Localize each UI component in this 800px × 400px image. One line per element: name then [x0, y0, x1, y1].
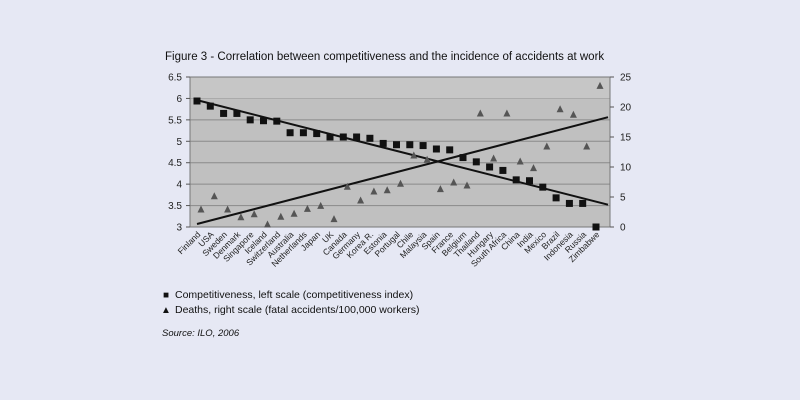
- competitiveness-point: [260, 117, 267, 125]
- competitiveness-point: [472, 158, 480, 166]
- competitiveness-point: [299, 129, 307, 137]
- deaths-point: [277, 212, 285, 220]
- left-axis: 3 3.5 4 4.5 5 5.5 6 6.5: [168, 73, 190, 234]
- right-axis: 0 5 10 15 20 25: [610, 73, 632, 234]
- competitiveness-point: [499, 166, 507, 174]
- left-tick-label: 6.5: [168, 73, 182, 84]
- left-tick-label: 5: [176, 137, 182, 148]
- deaths-point: [290, 209, 298, 217]
- legend-item-deaths: ▲ Deaths, right scale (fatal accidents/10…: [160, 304, 420, 316]
- deaths-point: [210, 192, 218, 200]
- deaths-point: [490, 154, 498, 162]
- competitiveness-point: [526, 177, 533, 185]
- deaths-point: [357, 196, 365, 204]
- competitiveness-point: [539, 183, 547, 191]
- data-points: [193, 81, 604, 231]
- plot-frame: [189, 76, 611, 228]
- right-tick-label: 10: [620, 163, 632, 174]
- deaths-point: [543, 142, 551, 150]
- right-tick-label: 15: [620, 133, 632, 144]
- deaths-point: [516, 157, 524, 165]
- triangle-marker-icon: ▲: [161, 305, 171, 316]
- competitiveness-point: [246, 116, 254, 124]
- deaths-point: [410, 151, 418, 159]
- competitiveness-point: [286, 129, 294, 137]
- deaths-point: [463, 181, 471, 189]
- right-tick-label: 0: [620, 223, 626, 234]
- deaths-point: [370, 187, 378, 195]
- deaths-point: [476, 109, 484, 117]
- competitiveness-point: [565, 199, 573, 207]
- competitiveness-point: [446, 146, 454, 154]
- deaths-point: [436, 185, 444, 193]
- deaths-point: [237, 213, 245, 221]
- deaths-point: [303, 204, 311, 212]
- deaths-point: [343, 182, 351, 190]
- square-marker-icon: ■: [162, 290, 170, 301]
- competitiveness-point: [512, 176, 520, 184]
- competitiveness-point: [432, 145, 440, 153]
- competitiveness-point: [393, 141, 400, 149]
- competitiveness-point: [366, 134, 374, 142]
- legend-label-competitiveness: Competitiveness, left scale (competitive…: [175, 289, 414, 301]
- left-tick-label: 3: [176, 223, 182, 234]
- competitiveness-point: [579, 199, 587, 207]
- competitiveness-point: [193, 97, 201, 105]
- left-tick-label: 4.5: [168, 158, 182, 169]
- competitiveness-point: [552, 194, 560, 202]
- legend-item-competitiveness: ■ Competitiveness, left scale (competitiv…: [160, 289, 413, 301]
- competitiveness-point: [313, 130, 321, 138]
- left-tick-label: 4: [176, 180, 182, 191]
- deaths-point: [530, 164, 537, 172]
- competitiveness-point: [486, 163, 494, 171]
- deaths-point: [596, 81, 604, 89]
- competitiveness-point: [592, 223, 600, 231]
- deaths-point: [569, 110, 577, 118]
- grid-band: [190, 77, 610, 99]
- deaths-point: [450, 178, 458, 186]
- competitiveness-point: [220, 109, 228, 117]
- competitiveness-point: [233, 109, 241, 117]
- competitiveness-point: [326, 133, 334, 141]
- competitiveness-point: [379, 139, 387, 147]
- deaths-point: [250, 210, 258, 218]
- deaths-point: [556, 105, 564, 113]
- competitiveness-point: [206, 102, 214, 110]
- deaths-point: [317, 201, 325, 209]
- competitiveness-point: [273, 117, 281, 125]
- deaths-point: [383, 186, 391, 194]
- competitiveness-point: [339, 133, 347, 141]
- deaths-point: [503, 109, 511, 117]
- figure-title: Figure 3 - Correlation between competiti…: [165, 51, 605, 63]
- legend-label-deaths: Deaths, right scale (fatal accidents/100…: [175, 304, 420, 316]
- left-tick-label: 3.5: [168, 201, 182, 212]
- left-tick-label: 5.5: [168, 115, 182, 126]
- competitiveness-point: [406, 141, 414, 149]
- right-tick-label: 25: [620, 73, 632, 84]
- deaths-point: [264, 220, 271, 228]
- deaths-point: [423, 155, 431, 163]
- deaths-point: [224, 205, 232, 213]
- competitiveness-point: [353, 133, 361, 141]
- right-tick-label: 20: [620, 103, 632, 114]
- deaths-point: [583, 142, 591, 150]
- left-tick-label: 6: [176, 94, 182, 105]
- competitiveness-point: [419, 142, 427, 150]
- deaths-point: [397, 179, 404, 187]
- deaths-point: [197, 205, 205, 213]
- deaths-point: [330, 215, 338, 223]
- competitiveness-point: [459, 154, 467, 162]
- right-tick-label: 5: [620, 193, 626, 204]
- source-note: Source: ILO, 2006: [162, 328, 240, 339]
- deaths-trend-line: [196, 116, 609, 225]
- x-axis-labels: FinlandUSASwedenDenmarkSingaporeIcelandS…: [176, 229, 602, 269]
